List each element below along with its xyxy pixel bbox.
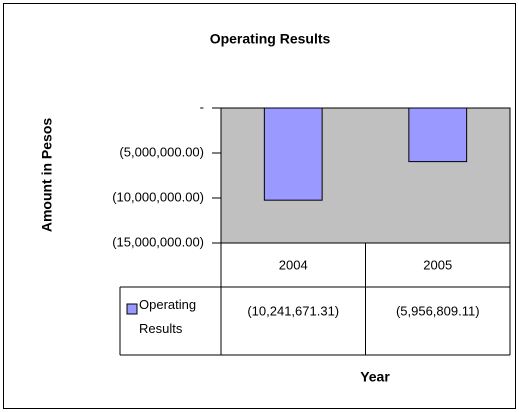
- legend-box: Operating Results: [139, 297, 197, 336]
- bar: [263, 107, 323, 201]
- y-tick-label: (15,000,000.00): [112, 234, 204, 249]
- x-tick-label: 2004: [279, 257, 308, 272]
- chart-title: Operating Results: [210, 31, 331, 47]
- y-tick-label: -: [200, 99, 204, 114]
- table-value: (5,956,809.11): [396, 303, 480, 318]
- y-axis-label: Amount in Pesos: [39, 118, 55, 233]
- y-tick-label: (10,000,000.00): [112, 189, 204, 204]
- y-tick-label: (5,000,000.00): [119, 144, 204, 159]
- x-tick-label: 2005: [423, 257, 452, 272]
- bar: [408, 107, 468, 163]
- legend-swatch: [126, 303, 138, 315]
- legend-label: Operating Results: [139, 297, 197, 336]
- x-axis-label: Year: [360, 369, 390, 385]
- table-value: (10,241,671.31): [247, 303, 339, 318]
